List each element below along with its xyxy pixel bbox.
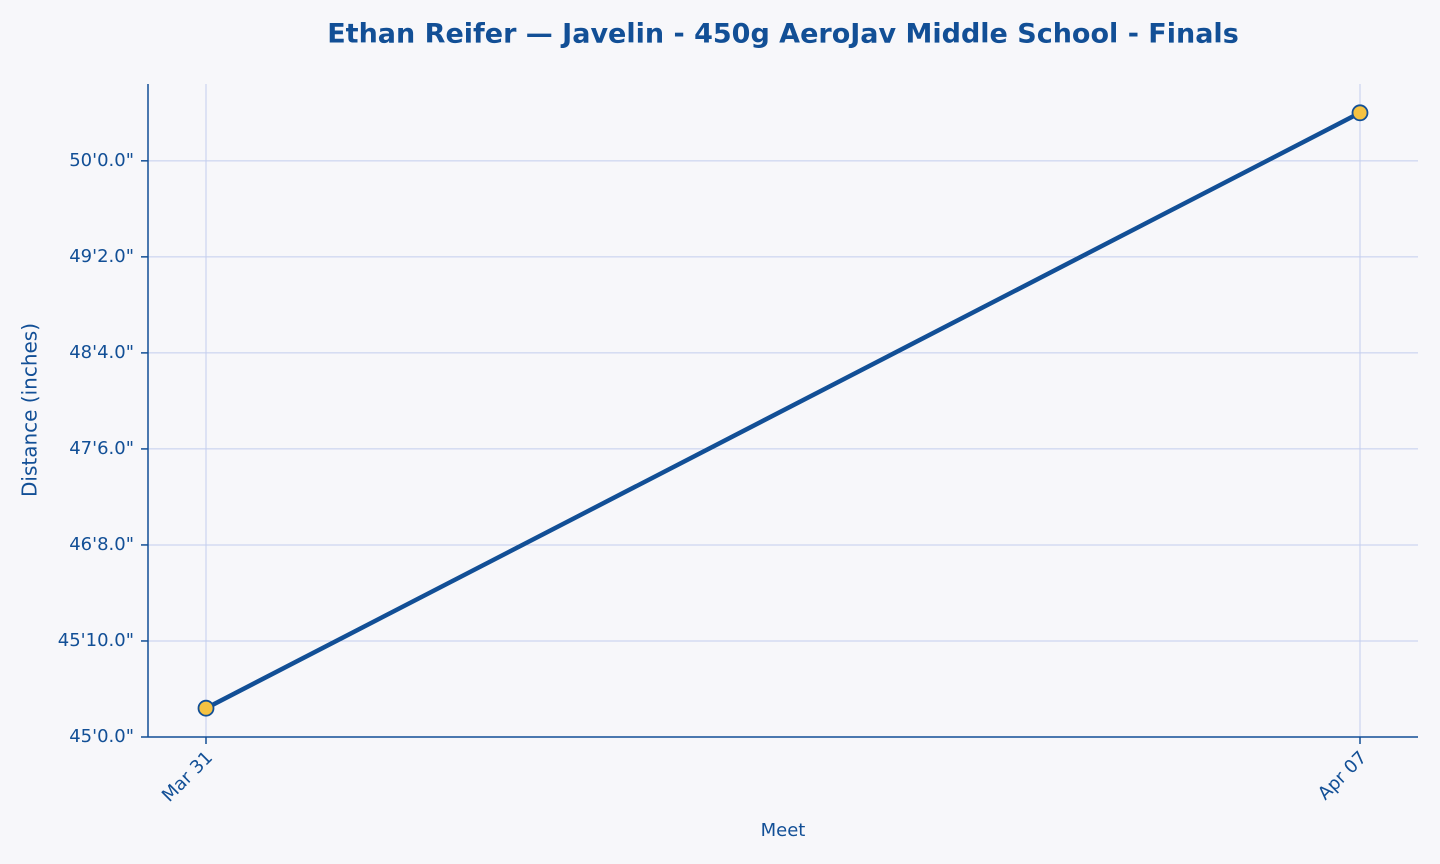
y-tick-label: 45'0.0" bbox=[69, 726, 134, 747]
y-tick-label: 47'6.0" bbox=[69, 438, 134, 459]
line bbox=[204, 110, 1362, 711]
point bbox=[197, 699, 215, 717]
x-tick-label: Apr 07 bbox=[1314, 747, 1371, 804]
x-tick-label: Mar 31 bbox=[158, 747, 217, 806]
chart-title: Ethan Reifer — Javelin - 450g AeroJav Mi… bbox=[327, 19, 1239, 50]
y-tick-label: 50'0.0" bbox=[69, 150, 134, 171]
y-tick-label: 49'2.0" bbox=[69, 246, 134, 267]
y-tick-label: 48'4.0" bbox=[69, 342, 134, 363]
y-tick-label: 46'8.0" bbox=[69, 534, 134, 555]
y-axis-label: Distance (inches) bbox=[18, 323, 42, 497]
y-tick-label: 45'10.0" bbox=[58, 630, 134, 651]
x-axis-label: Meet bbox=[761, 820, 806, 841]
point bbox=[1351, 104, 1369, 122]
